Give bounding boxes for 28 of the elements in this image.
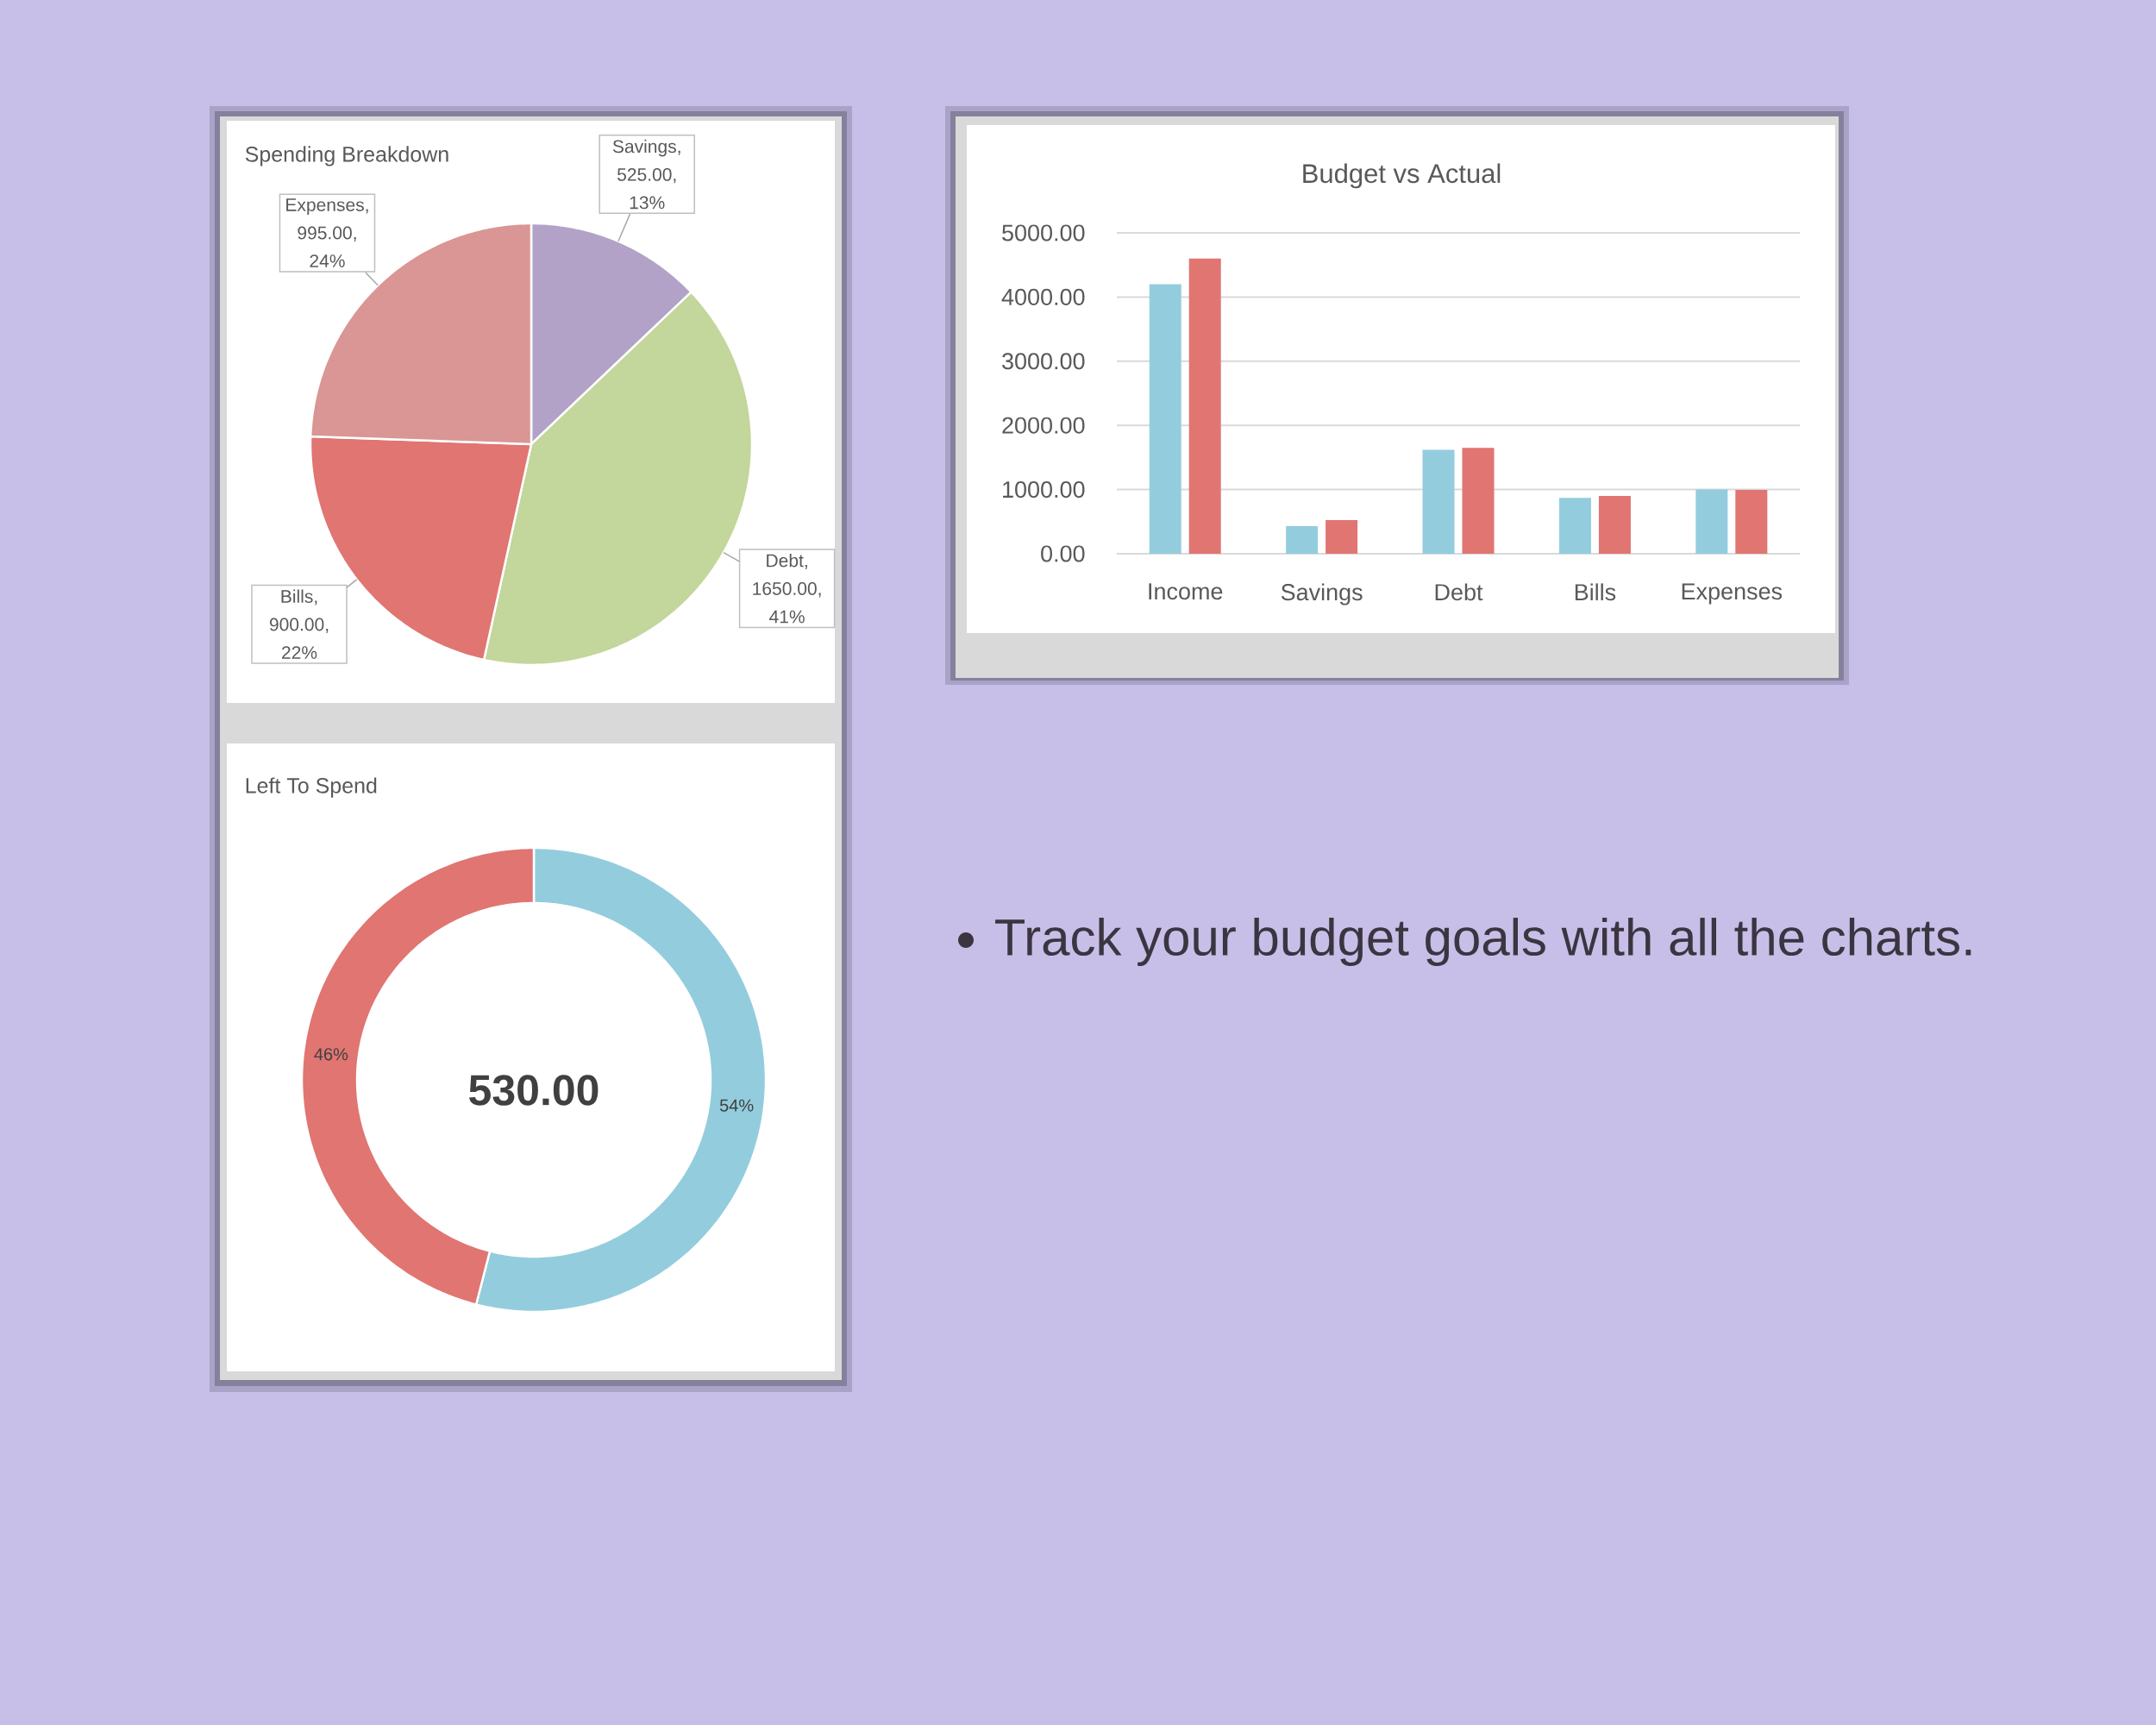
bar: [1326, 519, 1358, 554]
chart-title: Left To Spend: [246, 777, 377, 798]
x-tick-label: Bills: [1575, 583, 1616, 601]
y-tick-label: 3000.00: [1002, 353, 1085, 370]
data-label: 54%: [719, 1099, 754, 1112]
x-tick-label: Savings: [1281, 583, 1363, 605]
y-tick-label: 0.00: [1041, 545, 1085, 562]
y-tick-label: 5000.00: [1002, 224, 1085, 242]
x-tick-label: Debt: [1435, 583, 1483, 601]
bar: [1695, 489, 1728, 554]
bar: [1149, 284, 1181, 554]
bar: [1558, 498, 1591, 554]
bar: [1735, 489, 1768, 554]
chart-title: Spending Breakdown: [245, 146, 448, 166]
bar: [1598, 496, 1631, 554]
bar: [1286, 525, 1319, 554]
text: 530.00: [469, 1075, 599, 1106]
y-tick-label: 1000.00: [1003, 481, 1085, 499]
text: Track your budget goals with all the charts.: [995, 918, 1971, 966]
bar: [1462, 448, 1495, 554]
x-tick-label: Expenses: [1682, 583, 1783, 605]
data-label: 46%: [314, 1048, 348, 1061]
bar: [1422, 449, 1455, 554]
chart-title: Budget vs Actual: [1303, 163, 1501, 189]
x-tick-label: Income: [1149, 583, 1223, 600]
bar: [1188, 258, 1221, 554]
y-tick-label: 2000.00: [1002, 417, 1085, 434]
y-tick-label: 4000.00: [1001, 288, 1085, 305]
